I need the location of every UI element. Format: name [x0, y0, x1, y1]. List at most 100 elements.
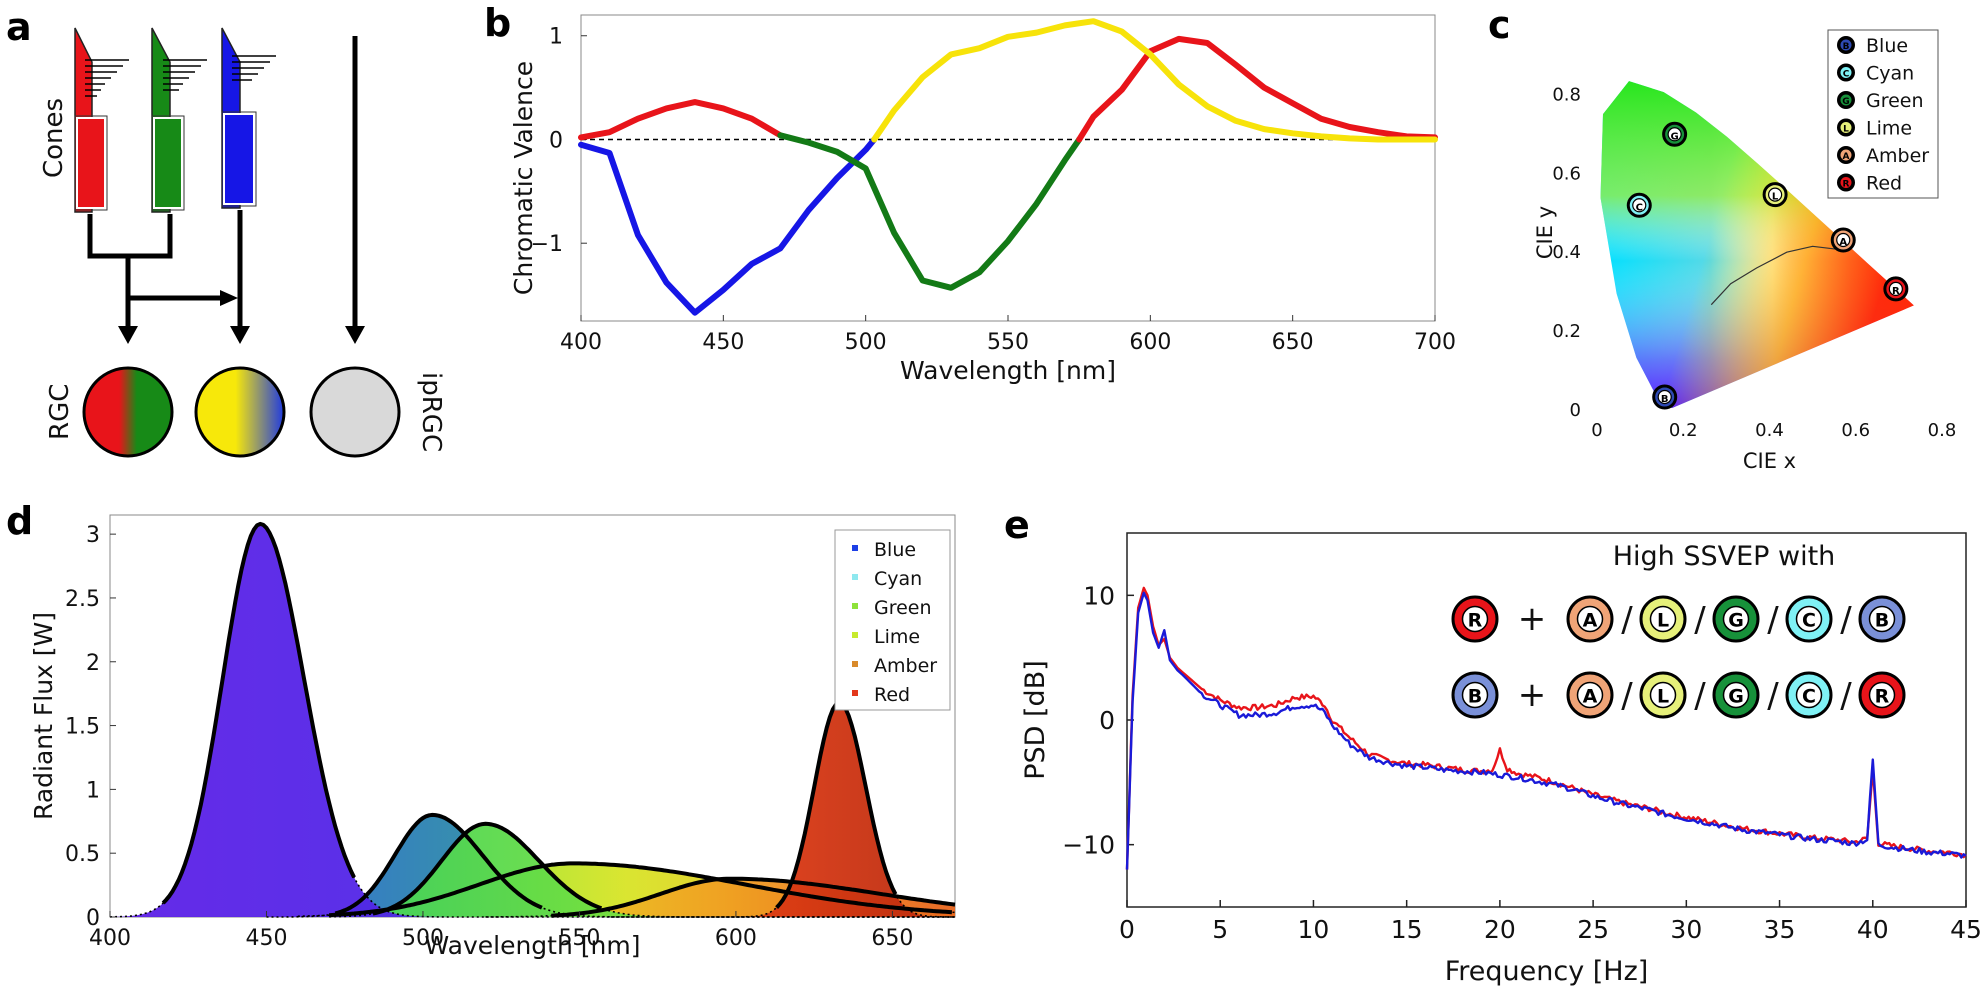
plus-sign: +: [1518, 599, 1547, 639]
legend-label: Lime: [874, 626, 920, 648]
x-tick-label: 400: [89, 926, 131, 951]
legend-marker-fill: [1839, 66, 1853, 79]
cones-label: Cones: [39, 98, 69, 178]
legend-label: Green: [1866, 90, 1924, 112]
ssvep-badge-inner: [1868, 681, 1896, 709]
ssvep-badge-inner: [1795, 605, 1823, 633]
legend-marker-letter: R: [1843, 180, 1850, 190]
panel-letter-e: e: [1004, 503, 1030, 547]
ssvep-badge-letter: G: [1728, 686, 1744, 708]
arrow-heads: [118, 290, 365, 344]
x-tick-label: 0.4: [1755, 420, 1784, 441]
rgc-red-green-circle: [82, 366, 174, 458]
cie-gamut-tint-right: [1600, 81, 1914, 408]
y-tick-label: 0.8: [1552, 84, 1581, 105]
legend-label: Lime: [1866, 118, 1912, 140]
slash-separator: /: [1621, 600, 1633, 640]
x-axis-label: Wavelength [nm]: [425, 931, 641, 960]
cie-point-letter: G: [1671, 131, 1679, 142]
x-tick-label: 600: [1129, 330, 1171, 355]
legend-marker-letter: A: [1843, 152, 1850, 162]
x-tick-label: 0: [1591, 420, 1602, 441]
y-axis-label: PSD [dB]: [1020, 660, 1051, 780]
x-tick-label: 0.2: [1669, 420, 1698, 441]
panel-d-chart: 400 450 500 550 600 650 0 0.5 1 1.5 2 2.5 3 Wavelengt…: [29, 514, 956, 960]
ssvep-badge-inner: [1649, 681, 1677, 709]
legend-box: [834, 529, 951, 711]
y-tick-label: 1: [86, 778, 100, 803]
legend-swatch-amber: [852, 661, 858, 667]
x-tick-label: 10: [1298, 915, 1330, 944]
y-tick-label: −10: [1062, 831, 1115, 860]
slash-separator: /: [1840, 600, 1852, 640]
cie-point-letter: B: [1661, 394, 1669, 405]
y-tick-label: 0: [86, 906, 100, 931]
slash-separator: /: [1767, 600, 1779, 640]
legend-marker-fill: [1839, 121, 1853, 134]
ssvep-badge-letter: C: [1802, 686, 1816, 708]
x-tick-label: 25: [1577, 915, 1609, 944]
x-tick-label: 5: [1212, 915, 1228, 944]
spectrum-area-green: [329, 823, 955, 917]
x-tick-label: 450: [702, 330, 744, 355]
y-tick-label: 0.5: [65, 842, 100, 867]
ssvep-badge-letter: L: [1657, 610, 1669, 632]
x-tick-label: 30: [1670, 915, 1702, 944]
cie-point-letter: C: [1636, 202, 1643, 213]
ssvep-badge-inner: [1722, 605, 1750, 633]
x-tick-label: 20: [1484, 915, 1516, 944]
x-tick-label: 0.6: [1841, 420, 1870, 441]
legend-swatch-red: [852, 690, 858, 696]
x-tick-label: 400: [560, 330, 602, 355]
y-tick-label: 0: [1570, 400, 1581, 421]
x-tick-label: 550: [987, 330, 1029, 355]
cie-point-inner: [1888, 281, 1903, 297]
spectrum-outline-lime: [328, 861, 953, 918]
legend-label: Green: [874, 597, 932, 619]
x-tick-label: 700: [1414, 330, 1456, 355]
panel-b-chart: 400 450 500 550 600 650 700 −1 0 1 Wavelength [nm]…: [509, 14, 1456, 385]
legend-box: [1827, 29, 1939, 199]
legend-label: Red: [1866, 173, 1902, 195]
series-line: [578, 99, 784, 141]
x-tick-label: 650: [1272, 330, 1314, 355]
legend-label: Red: [874, 684, 910, 706]
slash-separator: /: [1840, 676, 1852, 716]
slash-separator: /: [1767, 676, 1779, 716]
legend-marker-letter: B: [1843, 42, 1850, 52]
ssvep-badge-inner: [1576, 681, 1604, 709]
panel-a-schematic: Cones: [39, 27, 446, 458]
panel-letter-c: c: [1488, 3, 1511, 47]
red-cone: [74, 27, 129, 213]
plot-frame: [1126, 532, 1967, 908]
wiring-arrows: [87, 36, 358, 330]
cie-point-inner: [1632, 198, 1647, 213]
legend-marker-fill: [1839, 38, 1853, 52]
x-tick-label: 650: [871, 926, 913, 951]
slash-separator: /: [1694, 600, 1706, 640]
x-tick-label: 15: [1391, 915, 1423, 944]
panel-letter-a: a: [6, 5, 32, 49]
ssvep-badge-letter: A: [1583, 610, 1598, 632]
y-tick-label: 3: [86, 523, 100, 548]
panel-e-chart: 0 5 10 15 20 25 30 35 40 45 −10 0 10 Frequency [Hz] PS…: [1020, 532, 1982, 987]
x-tick-label: 500: [402, 926, 444, 951]
series-line: [578, 136, 878, 316]
y-tick-label: 0: [549, 128, 563, 153]
y-tick-label: 0.2: [1552, 321, 1581, 342]
legend-swatch-blue: [852, 545, 858, 551]
psd-line: [1125, 586, 1967, 870]
x-tick-label: 0.8: [1928, 420, 1957, 441]
series-line: [1076, 35, 1438, 143]
legend-marker-letter: L: [1843, 125, 1849, 135]
psd-line: [1125, 591, 1967, 870]
iprgc-label: ipRGC: [416, 372, 446, 452]
x-tick-label: 45: [1950, 915, 1982, 944]
ssvep-badge-letter: R: [1468, 610, 1483, 632]
legend-marker-fill: [1839, 148, 1853, 162]
legend-label: Cyan: [1866, 63, 1914, 85]
legend-marker-fill: [1839, 93, 1853, 107]
y-tick-label: 2.5: [65, 587, 100, 612]
y-tick-label: 1: [549, 25, 563, 50]
spectrum-outline-blue: [161, 521, 356, 905]
